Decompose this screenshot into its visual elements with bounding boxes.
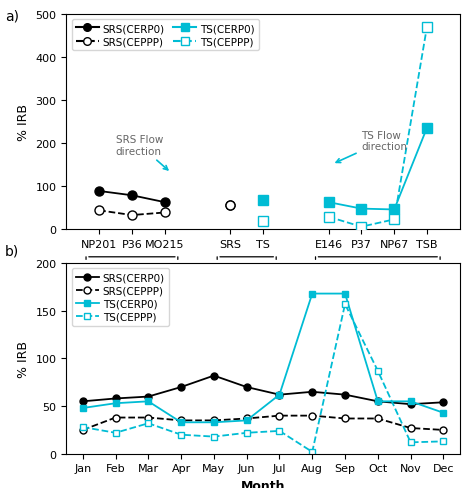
Line: TS(CERP0): TS(CERP0) (79, 290, 447, 426)
Line: SRS(CERP0): SRS(CERP0) (79, 372, 447, 408)
Text: SRS freshwater sites: SRS freshwater sites (78, 274, 186, 285)
TS(CEPPP) (277, 428, 283, 434)
TS(CEPPP) (440, 439, 446, 445)
TS(CEPPP) (310, 449, 315, 455)
TS(CEPPP) (113, 430, 118, 436)
TS(CERP0) (310, 291, 315, 297)
TS(CERP0) (277, 392, 283, 398)
Legend: SRS(CERP0), SRS(CEPPP), TS(CERP0), TS(CEPPP): SRS(CERP0), SRS(CEPPP), TS(CERP0), TS(CE… (72, 20, 259, 51)
Line: TS(CEPPP): TS(CEPPP) (79, 301, 447, 455)
TS(CERP0) (244, 418, 249, 424)
SRS(CERP0) (80, 399, 86, 405)
Text: FMHD: FMHD (231, 274, 262, 285)
TS(CERP0) (408, 399, 413, 405)
SRS(CERP0) (408, 402, 413, 407)
Text: a): a) (5, 10, 19, 24)
Text: TS freshwater sites: TS freshwater sites (328, 274, 428, 285)
SRS(CEPPP) (408, 425, 413, 431)
SRS(CERP0) (277, 392, 283, 398)
TS(CEPPP) (178, 432, 184, 438)
TS(CERP0) (440, 410, 446, 416)
TS(CEPPP) (375, 368, 381, 374)
TS(CERP0) (146, 399, 151, 405)
SRS(CERP0) (375, 399, 381, 405)
Text: b): b) (5, 244, 19, 258)
TS(CEPPP) (244, 430, 249, 436)
TS(CERP0) (113, 401, 118, 407)
SRS(CERP0) (342, 392, 348, 398)
SRS(CERP0) (310, 389, 315, 395)
SRS(CERP0) (440, 400, 446, 406)
Line: SRS(CEPPP): SRS(CEPPP) (79, 412, 447, 433)
TS(CEPPP) (342, 302, 348, 307)
SRS(CEPPP) (277, 413, 283, 419)
TS(CEPPP) (80, 424, 86, 430)
SRS(CEPPP) (80, 427, 86, 433)
SRS(CERP0) (244, 385, 249, 390)
SRS(CEPPP) (244, 416, 249, 422)
SRS(CEPPP) (211, 418, 217, 424)
TS(CEPPP) (408, 440, 413, 446)
TS(CERP0) (178, 420, 184, 426)
Y-axis label: % IRB: % IRB (17, 103, 30, 141)
SRS(CEPPP) (310, 413, 315, 419)
TS(CERP0) (342, 291, 348, 297)
SRS(CEPPP) (375, 416, 381, 422)
TS(CERP0) (375, 399, 381, 405)
X-axis label: Site/Station name: Site/Station name (200, 291, 326, 304)
Legend: SRS(CERP0), SRS(CEPPP), TS(CERP0), TS(CEPPP): SRS(CERP0), SRS(CEPPP), TS(CERP0), TS(CE… (72, 269, 169, 326)
Y-axis label: % IRB: % IRB (17, 340, 30, 377)
X-axis label: Month: Month (241, 479, 285, 488)
TS(CEPPP) (146, 421, 151, 427)
Text: SRS Flow
direction: SRS Flow direction (116, 135, 168, 170)
SRS(CERP0) (178, 385, 184, 390)
SRS(CEPPP) (342, 416, 348, 422)
TS(CERP0) (80, 405, 86, 411)
SRS(CEPPP) (178, 418, 184, 424)
TS(CEPPP) (211, 434, 217, 440)
Text: TS Flow
direction: TS Flow direction (336, 130, 408, 163)
SRS(CEPPP) (146, 415, 151, 421)
TS(CERP0) (211, 420, 217, 426)
SRS(CERP0) (146, 394, 151, 400)
SRS(CERP0) (113, 396, 118, 402)
SRS(CEPPP) (440, 427, 446, 433)
SRS(CEPPP) (113, 415, 118, 421)
SRS(CERP0) (211, 373, 217, 379)
